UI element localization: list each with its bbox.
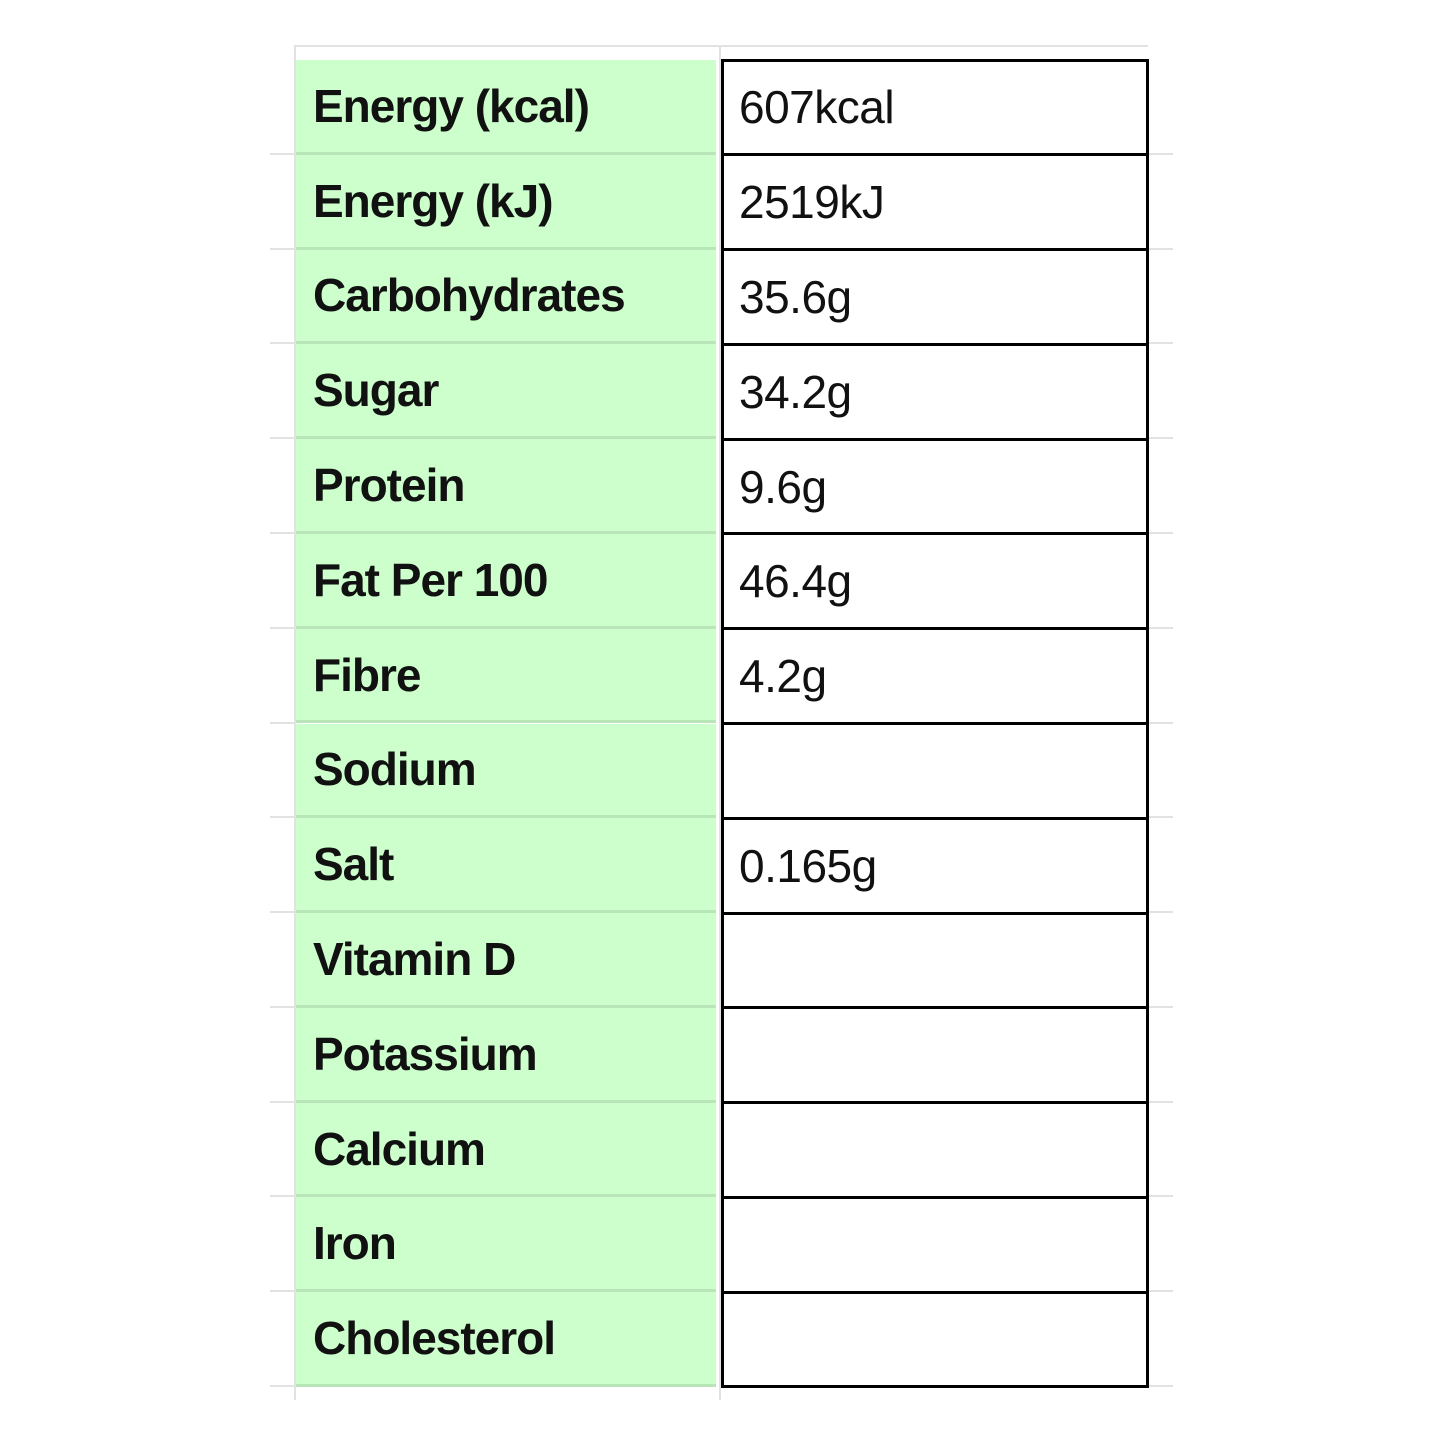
grid-line — [270, 437, 296, 440]
grid-line — [1149, 721, 1173, 724]
label-cell[interactable]: Cholesterol — [296, 1292, 716, 1387]
grid-line — [270, 1100, 296, 1103]
grid-line — [270, 1005, 296, 1008]
value-cell[interactable]: 607kcal — [721, 58, 1149, 157]
grid-line — [270, 1195, 296, 1198]
grid-line — [1149, 342, 1173, 345]
value-cell[interactable]: 4.2g — [721, 627, 1149, 725]
grid-line — [270, 626, 296, 629]
label-cell[interactable]: Fibre — [296, 628, 716, 724]
grid-line — [1149, 1195, 1173, 1198]
value-cell[interactable] — [721, 722, 1149, 820]
label-cell[interactable]: Sodium — [296, 723, 716, 819]
grid-line — [1149, 626, 1173, 629]
value-cell[interactable] — [721, 1101, 1149, 1199]
label-cell[interactable]: Carbohydrates — [296, 249, 716, 345]
grid-line — [1149, 437, 1173, 440]
value-cell[interactable]: 9.6g — [721, 437, 1149, 536]
value-cell[interactable]: 35.6g — [721, 248, 1149, 346]
value-cell[interactable] — [721, 911, 1149, 1010]
grid-line — [296, 45, 1148, 47]
grid-line — [270, 721, 296, 724]
grid-line — [1149, 1290, 1173, 1293]
grid-line — [270, 1290, 296, 1293]
label-cell[interactable]: Fat Per 100 — [296, 533, 716, 629]
grid-line — [1149, 911, 1173, 914]
value-cell[interactable] — [721, 1290, 1149, 1389]
grid-line — [1149, 152, 1173, 155]
grid-line — [270, 816, 296, 819]
grid-line — [270, 531, 296, 534]
value-cell[interactable]: 2519kJ — [721, 153, 1149, 252]
grid-line — [1149, 1005, 1173, 1008]
label-cell[interactable]: Energy (kcal) — [296, 60, 716, 155]
value-cell[interactable] — [721, 1195, 1149, 1294]
grid-line — [1149, 247, 1173, 250]
label-cell[interactable]: Calcium — [296, 1102, 716, 1198]
label-cell[interactable]: Protein — [296, 439, 716, 534]
label-cell[interactable]: Sugar — [296, 344, 716, 440]
value-cell[interactable]: 34.2g — [721, 342, 1149, 441]
grid-line — [1149, 816, 1173, 819]
label-cell[interactable]: Energy (kJ) — [296, 154, 716, 250]
grid-line — [270, 152, 296, 155]
grid-line — [270, 247, 296, 250]
label-cell[interactable]: Iron — [296, 1197, 716, 1293]
grid-line — [270, 911, 296, 914]
value-cell[interactable]: 0.165g — [721, 816, 1149, 915]
label-cell[interactable]: Salt — [296, 818, 716, 914]
grid-line — [1149, 531, 1173, 534]
grid-line — [270, 1385, 296, 1387]
grid-line — [1149, 1385, 1173, 1387]
value-cell[interactable]: 46.4g — [721, 532, 1149, 631]
label-cell[interactable]: Vitamin D — [296, 913, 716, 1008]
grid-line — [270, 342, 296, 345]
label-cell[interactable]: Potassium — [296, 1007, 716, 1103]
grid-line — [1149, 1100, 1173, 1103]
value-cell[interactable] — [721, 1006, 1149, 1105]
grid-line — [719, 45, 721, 1400]
